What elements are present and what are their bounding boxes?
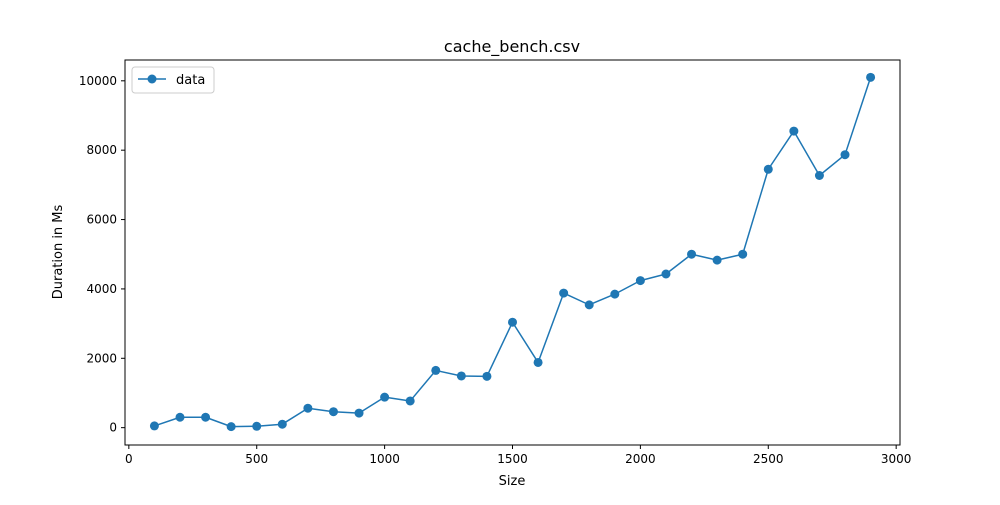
data-point <box>431 365 441 375</box>
y-tick-label: 0 <box>109 421 117 435</box>
data-point <box>687 249 697 259</box>
data-point <box>380 392 390 402</box>
data-point <box>635 276 645 286</box>
data-point <box>303 403 313 413</box>
data-point <box>328 407 338 417</box>
x-tick-label: 1000 <box>369 452 400 466</box>
data-point <box>584 300 594 310</box>
y-tick-label: 4000 <box>86 282 117 296</box>
data-point <box>840 150 850 160</box>
data-point <box>661 269 671 279</box>
chart-title: cache_bench.csv <box>444 37 580 57</box>
x-tick-label: 3000 <box>881 452 912 466</box>
data-point <box>405 396 415 406</box>
data-point <box>456 371 466 381</box>
data-point <box>149 421 159 431</box>
data-point <box>226 422 236 432</box>
data-point <box>789 126 799 136</box>
y-tick-label: 2000 <box>86 351 117 365</box>
data-point <box>610 289 620 299</box>
legend-label: data <box>176 73 205 88</box>
x-axis-label: Size <box>499 474 526 489</box>
x-tick-label: 500 <box>245 452 268 466</box>
legend-box <box>131 66 215 94</box>
data-point <box>508 317 517 327</box>
data-point <box>354 408 364 418</box>
data-point <box>277 419 287 429</box>
data-point <box>738 249 748 259</box>
plot-frame <box>124 59 901 446</box>
legend: data <box>131 66 215 94</box>
data-point <box>175 412 185 422</box>
data-point <box>533 357 543 367</box>
data-point <box>763 164 773 174</box>
y-axis-label: Duration in Ms <box>51 204 66 299</box>
x-tick-label: 2000 <box>625 452 656 466</box>
data-point <box>814 171 824 180</box>
data-point <box>712 255 722 265</box>
y-tick-label: 8000 <box>86 143 117 157</box>
data-point <box>559 288 569 298</box>
series-line <box>154 77 872 428</box>
plot-area <box>149 72 876 432</box>
data-point <box>482 371 492 381</box>
x-axis: 0 500 1000 1500 2000 2500 3000 <box>125 445 911 466</box>
x-tick-label: 1500 <box>497 452 528 466</box>
y-tick-label: 6000 <box>86 213 117 227</box>
y-axis: 0 2000 4000 6000 8000 10000 <box>79 74 125 435</box>
data-point <box>866 72 876 82</box>
data-point <box>252 421 262 431</box>
x-tick-label: 0 <box>125 452 133 466</box>
data-point <box>201 412 211 422</box>
y-tick-label: 10000 <box>79 74 117 88</box>
x-tick-label: 2500 <box>753 452 784 466</box>
legend-marker-sample <box>147 74 157 84</box>
